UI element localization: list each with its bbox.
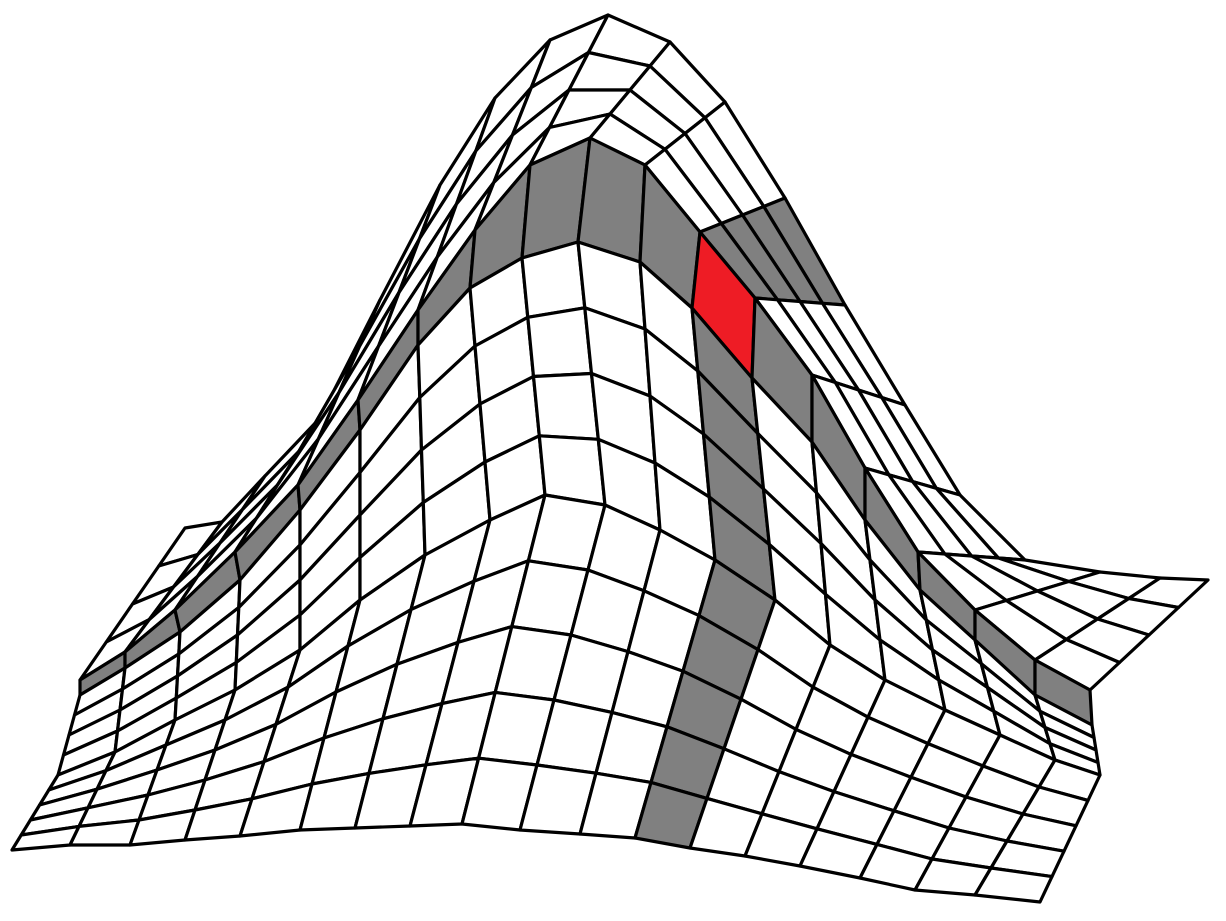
mesh-cell	[526, 306, 594, 379]
mesh-cell	[10, 824, 81, 852]
mesh-cell	[531, 371, 600, 441]
mesh-cell	[973, 866, 1054, 904]
mesh-cells	[10, 13, 1210, 904]
